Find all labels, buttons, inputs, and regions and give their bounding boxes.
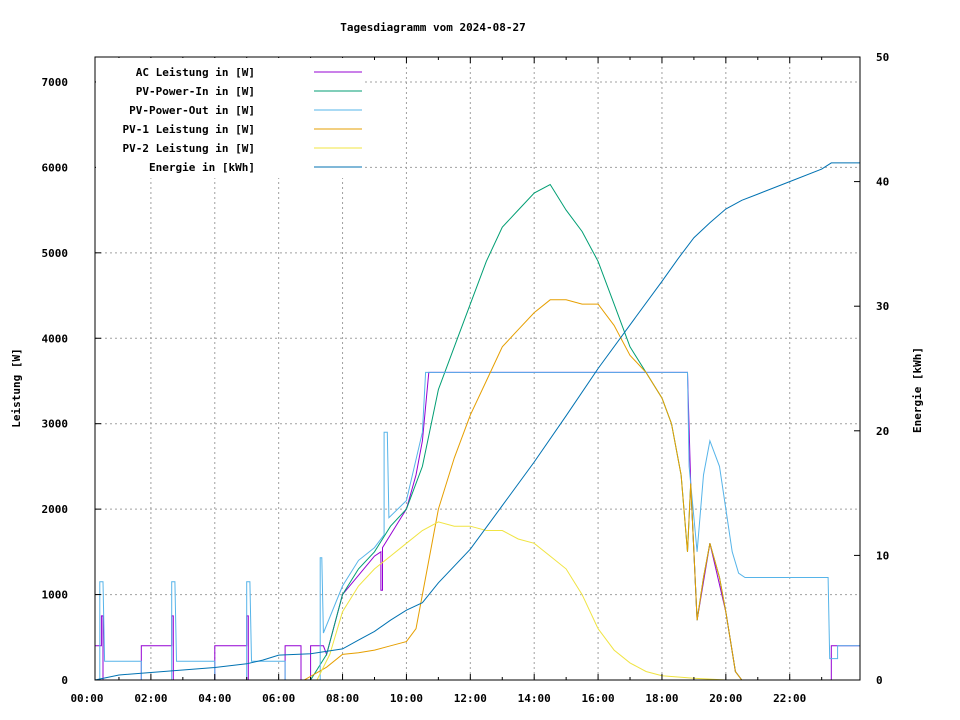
x-tick-label: 10:00 [390,692,423,705]
y2-tick-label: 0 [876,674,883,687]
series-line-pv-power-in [95,183,860,681]
legend-background [96,58,364,178]
plot-frame [94,56,861,681]
series-line-pv-1 [95,299,860,681]
y-tick-label: 5000 [42,247,69,260]
y-tick-label: 3000 [42,418,69,431]
x-tick-label: 00:00 [70,692,103,705]
y2-tick-label: 50 [876,51,889,64]
x-tick-label: 22:00 [773,692,806,705]
y-tick-label: 4000 [42,332,69,345]
x-tick-label: 08:00 [326,692,359,705]
x-tick-label: 06:00 [262,692,295,705]
legend-label: PV-Power-Out in [W] [129,104,255,117]
legend-label: PV-Power-In in [W] [136,85,255,98]
legend-label: PV-2 Leistung in [W] [123,142,255,155]
y-axis-label: Leistung [W] [10,348,23,427]
series-line-energie [94,162,860,681]
y-tick-label: 6000 [42,161,69,174]
legend-label: PV-1 Leistung in [W] [123,123,255,136]
chart-title: Tagesdiagramm vom 2024-08-27 [340,21,525,34]
series-line-pv-2 [95,521,860,681]
x-tick-label: 16:00 [582,692,615,705]
legend: AC Leistung in [W] PV-Power-In in [W] PV-P… [96,58,364,178]
y-tick-label: 2000 [42,503,69,516]
y2-axis-label: Energie [kWh] [911,347,924,433]
y2-tick-label: 40 [876,176,889,189]
x-tick-label: 04:00 [198,692,231,705]
x-tick-label: 12:00 [454,692,487,705]
axis-ticks: 00:00 02:00 04:00 06:00 08:00 10:00 12:00 14:00… [42,51,890,705]
y-tick-label: 7000 [42,76,69,89]
series-lines [94,162,860,681]
legend-label: AC Leistung in [W] [136,66,255,79]
x-tick-label: 18:00 [645,692,678,705]
y-tick-label: 1000 [42,589,69,602]
x-tick-label: 02:00 [134,692,167,705]
x-tick-label: 14:00 [518,692,551,705]
y-tick-label: 0 [61,674,68,687]
series-line-pv-power-out [95,371,860,681]
series-line-ac [95,371,860,681]
y2-tick-label: 20 [876,425,889,438]
y2-tick-label: 10 [876,549,889,562]
y2-tick-label: 30 [876,300,889,313]
x-tick-label: 20:00 [709,692,742,705]
legend-label: Energie in [kWh] [149,161,255,174]
